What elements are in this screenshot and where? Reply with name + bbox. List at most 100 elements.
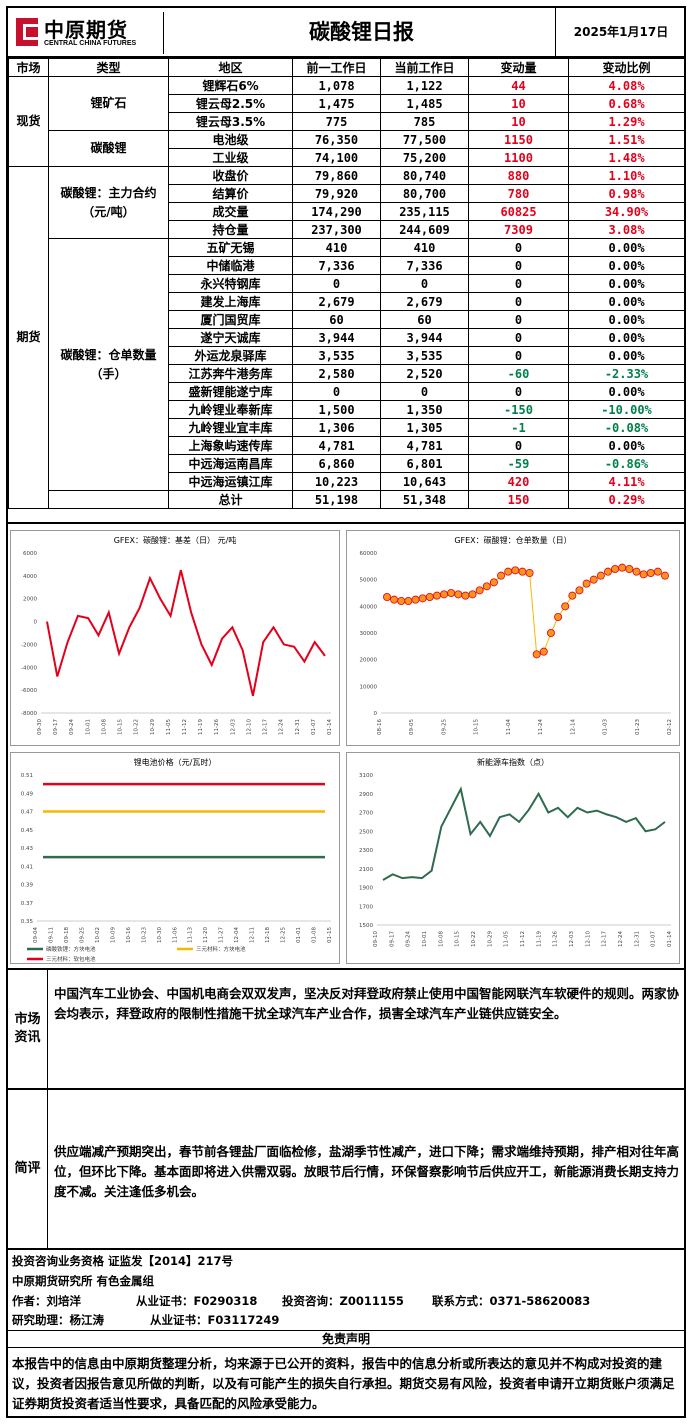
x-tick-label: 02-12 xyxy=(667,719,673,735)
comment-section: 简评 供应端减产预期突出，春节前各锂盐厂面临检修，盐湖季节性减产，进口下降；需求… xyxy=(8,1088,684,1248)
x-tick-label: 10-15 xyxy=(474,719,480,735)
change-pct-cell: -0.86% xyxy=(568,454,685,473)
change-cell: 0 xyxy=(468,310,569,329)
prev-value-cell: 1,306 xyxy=(292,418,381,437)
region-cell: 锂云母2.5% xyxy=(168,94,293,113)
y-tick-label: 0.35 xyxy=(21,919,34,925)
group-carbonate-cell: 碳酸锂 xyxy=(48,130,169,167)
region-cell: 九岭锂业宜丰库 xyxy=(168,418,293,437)
data-point xyxy=(539,647,548,656)
author-line: 作者：刘培洋 从业证书：F0290318 投资咨询：Z0011155 联系方式：… xyxy=(12,1293,682,1311)
prev-value-cell: 0 xyxy=(292,274,381,293)
change-pct-cell: 1.10% xyxy=(568,166,685,185)
curr-value-cell: 7,336 xyxy=(380,256,469,275)
y-tick-label: 4000 xyxy=(23,574,37,580)
prev-value-cell: 7,336 xyxy=(292,256,381,275)
data-point xyxy=(639,570,648,579)
company-logo: 中原期货 CENTRAL CHINA FUTURES xyxy=(12,12,164,54)
data-point xyxy=(468,590,477,599)
change-cell: 150 xyxy=(468,490,569,509)
y-tick-label: 30000 xyxy=(360,631,378,637)
region-cell: 结算价 xyxy=(168,184,293,203)
prev-value-cell: 10,223 xyxy=(292,472,381,491)
x-tick-label: 11-12 xyxy=(520,931,526,947)
table-header-row: 市场 类型 地区 前一工作日 当前工作日 变动量 变动比例 xyxy=(8,58,685,77)
curr-value-cell: 80,740 xyxy=(380,166,469,185)
x-tick-label: 01-07 xyxy=(651,931,657,947)
x-tick-label: 12-03 xyxy=(569,931,575,947)
x-tick-label: 12-04 xyxy=(234,927,240,943)
y-tick-label: 0 xyxy=(374,711,378,717)
table-row: 遂宁天诚库 3,944 3,944 0 0.00% xyxy=(9,328,685,347)
y-tick-label: 0.45 xyxy=(21,828,34,834)
x-tick-label: 12-17 xyxy=(263,719,269,735)
region-cell: 总计 xyxy=(168,490,293,509)
x-tick-label: 09-25 xyxy=(441,719,447,735)
receipt-chart-title: GFEX：碳酸锂：仓单数量（日） xyxy=(454,536,572,545)
region-cell: 中远海运镇江库 xyxy=(168,472,293,491)
region-cell: 工业级 xyxy=(168,148,293,167)
report-frame: 中原期货 CENTRAL CHINA FUTURES 碳酸锂日报 2025年1月… xyxy=(6,6,686,1418)
x-tick-label: 11-05 xyxy=(166,719,172,735)
y-tick-label: -2000 xyxy=(21,642,37,648)
prev-value-cell: 775 xyxy=(292,112,381,131)
curr-value-cell: 80,700 xyxy=(380,184,469,203)
data-point xyxy=(554,613,563,622)
y-tick-label: 2700 xyxy=(359,811,373,817)
series-line xyxy=(386,567,666,656)
change-cell: 60825 xyxy=(468,202,569,221)
x-tick-label: 09-24 xyxy=(406,931,412,947)
change-pct-cell: 1.48% xyxy=(568,148,685,167)
x-tick-label: 11-24 xyxy=(538,719,544,735)
battery-chart-title: 锂电池价格（元/瓦时） xyxy=(133,758,217,767)
region-cell: 江苏奔牛港务库 xyxy=(168,364,293,383)
table-row: 九岭锂业宜丰库 1,306 1,305 -1 -0.08% xyxy=(9,418,685,437)
curr-value-cell: 60 xyxy=(380,310,469,329)
x-tick-label: 11-06 xyxy=(172,927,178,943)
region-cell: 上海象屿速传库 xyxy=(168,436,293,455)
market-info-text: 中国汽车工业协会、中国机电商会双双发声，坚决反对拜登政府禁止使用中国智能网联汽车… xyxy=(54,986,680,1021)
change-pct-cell: 0.00% xyxy=(568,292,685,311)
author-contact: 联系方式：0371-58620083 xyxy=(432,1294,591,1308)
prev-value-cell: 79,860 xyxy=(292,166,381,185)
y-tick-label: 1500 xyxy=(359,923,373,929)
change-pct-cell: 0.00% xyxy=(568,328,685,347)
change-cell: 420 xyxy=(468,472,569,491)
change-cell: 10 xyxy=(468,94,569,113)
author-name: 作者：刘培洋 xyxy=(12,1294,81,1308)
prev-value-cell: 0 xyxy=(292,382,381,401)
change-cell: 10 xyxy=(468,112,569,131)
curr-value-cell: 1,305 xyxy=(380,418,469,437)
y-tick-label: 0.49 xyxy=(21,791,34,797)
y-tick-label: 3100 xyxy=(359,773,373,779)
author-consult: 投资咨询：Z0011155 xyxy=(282,1294,404,1308)
curr-value-cell: 3,944 xyxy=(380,328,469,347)
change-pct-cell: 0.00% xyxy=(568,274,685,293)
change-pct-cell: 0.00% xyxy=(568,310,685,329)
change-pct-cell: 1.29% xyxy=(568,112,685,131)
region-cell: 收盘价 xyxy=(168,166,293,185)
y-tick-label: 0.37 xyxy=(21,901,34,907)
series-line xyxy=(46,569,326,697)
curr-value-cell: 0 xyxy=(380,274,469,293)
prev-value-cell: 174,290 xyxy=(292,202,381,221)
market-info-section: 市场资讯 中国汽车工业协会、中国机电商会双双发声，坚决反对拜登政府禁止使用中国智… xyxy=(8,968,684,1088)
report-date: 2025年1月17日 xyxy=(573,25,669,39)
change-cell: 0 xyxy=(468,346,569,365)
change-cell: 1100 xyxy=(468,148,569,167)
change-pct-cell: 0.29% xyxy=(568,490,685,509)
table-row: 外运龙泉驿库 3,535 3,535 0 0.00% xyxy=(9,346,685,365)
data-point xyxy=(625,565,634,574)
data-point xyxy=(532,650,541,659)
prev-value-cell: 1,500 xyxy=(292,400,381,419)
series-line xyxy=(382,786,666,881)
comment-label: 简评 xyxy=(8,1090,48,1248)
region-cell: 建发上海库 xyxy=(168,292,293,311)
logo-chinese-name: 中原期货 xyxy=(44,18,128,42)
basis-chart: GFEX：碳酸锂：基差（日） 元/吨 6000 4000 2000 0 -2000 -40… xyxy=(10,530,340,746)
x-tick-label: 11-05 xyxy=(504,931,510,947)
prev-value-cell: 51,198 xyxy=(292,490,381,509)
change-pct-cell: -10.00% xyxy=(568,400,685,419)
change-pct-cell: 1.51% xyxy=(568,130,685,149)
x-tick-label: 10-15 xyxy=(455,931,461,947)
